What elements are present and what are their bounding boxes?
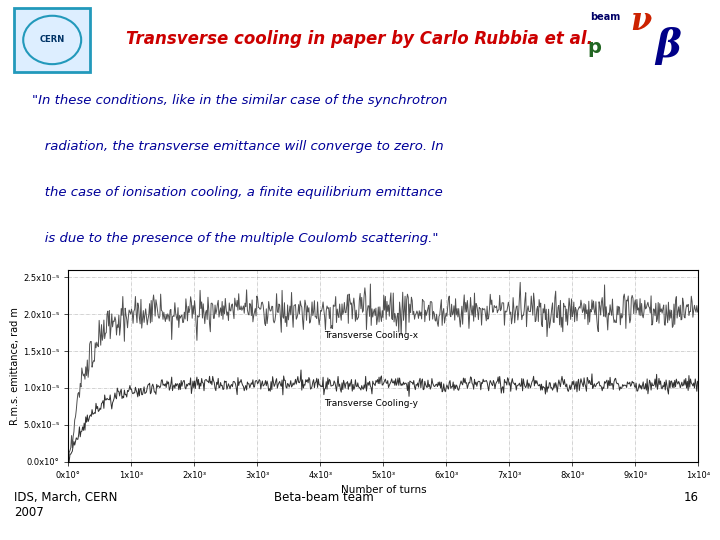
Text: IDS, March, CERN
2007: IDS, March, CERN 2007	[14, 491, 118, 519]
X-axis label: Number of turns: Number of turns	[341, 485, 426, 495]
Text: is due to the presence of the multiple Coulomb scattering.": is due to the presence of the multiple C…	[32, 232, 439, 245]
Text: Transverse Cooling-x: Transverse Cooling-x	[324, 331, 418, 340]
Text: radiation, the transverse emittance will converge to zero. In: radiation, the transverse emittance will…	[32, 140, 444, 153]
Text: "In these conditions, like in the similar case of the synchrotron: "In these conditions, like in the simila…	[32, 93, 448, 106]
Y-axis label: R.m.s. emittance, rad m: R.m.s. emittance, rad m	[10, 307, 20, 425]
Text: β: β	[655, 28, 681, 65]
Text: CERN: CERN	[40, 36, 65, 44]
Text: 16: 16	[683, 491, 698, 504]
Text: Transverse cooling in paper by Carlo Rubbia et al.: Transverse cooling in paper by Carlo Rub…	[126, 30, 593, 48]
Text: Beta-beam team: Beta-beam team	[274, 491, 374, 504]
FancyBboxPatch shape	[14, 8, 90, 72]
Text: p: p	[588, 38, 601, 57]
Text: the case of ionisation cooling, a finite equilibrium emittance: the case of ionisation cooling, a finite…	[32, 186, 443, 199]
Text: beam: beam	[590, 12, 621, 22]
Text: ν: ν	[631, 6, 652, 37]
Text: Transverse Cooling-y: Transverse Cooling-y	[324, 400, 418, 408]
